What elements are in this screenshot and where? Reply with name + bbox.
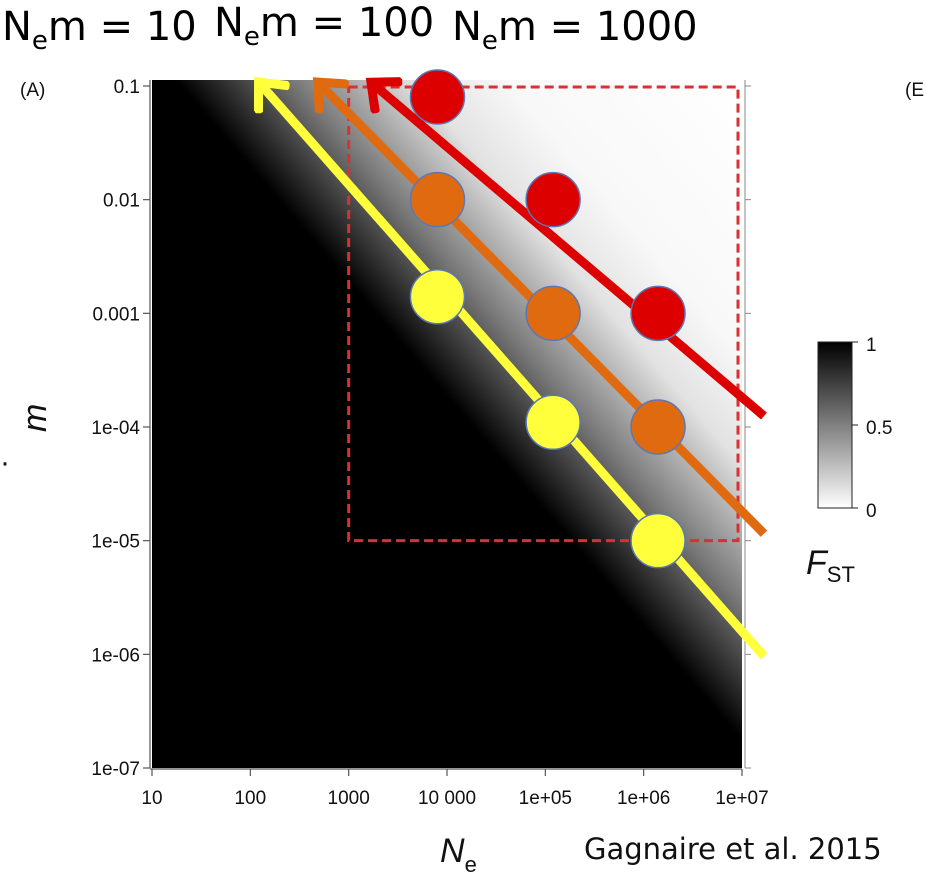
highlight-dashed-box <box>347 85 740 543</box>
y-tick-label: 0.1 <box>114 77 140 98</box>
nem-1000-series <box>373 84 767 420</box>
colorbar-tick-label: 0.5 <box>866 418 892 439</box>
colorbar-ticks: 10.50 <box>852 335 892 522</box>
nem-10-point <box>630 512 686 569</box>
y-axis-label: m <box>16 404 54 432</box>
x-tick-label: 1e+07 <box>715 788 768 809</box>
nem-1000-point <box>630 285 686 342</box>
header-nem-100: Nem = 100 <box>214 0 434 52</box>
y-tick-label: 0.01 <box>103 191 140 212</box>
nem-1000-point <box>525 171 581 228</box>
x-tick-label: 1e+06 <box>617 788 670 809</box>
panel-label-b: (E <box>905 80 924 101</box>
highlight-region <box>347 85 740 543</box>
y-tick-label: 0.001 <box>92 304 140 325</box>
nem-10-point <box>409 268 466 325</box>
panel-label: (A) <box>20 80 45 101</box>
x-tick-label: 1e+05 <box>519 788 572 809</box>
citation: Gagnaire et al. 2015 <box>584 832 882 866</box>
nem-10-series <box>260 84 768 660</box>
overlay-lines <box>260 69 768 660</box>
colorbar: 10.50 FST <box>806 335 892 587</box>
x-tick-label: 100 <box>234 788 266 809</box>
y-tick-label: 1e-06 <box>91 645 140 666</box>
x-tick-label: 10 000 <box>418 788 476 809</box>
nem-10-point <box>525 394 581 451</box>
colorbar-tick-label: 1 <box>866 335 877 356</box>
y-tick-label: 1e-04 <box>91 418 140 439</box>
nem-1000-point <box>409 69 466 125</box>
y-tick-label: 1e-07 <box>91 759 140 780</box>
nem-10-arrow <box>260 84 768 660</box>
x-tick-label: 1000 <box>328 788 370 809</box>
header-nem-1000: Nem = 1000 <box>452 4 698 56</box>
colorbar-scale <box>817 341 853 509</box>
header-nem-10: Nem = 10 <box>2 4 197 56</box>
nem-100-point <box>630 399 686 455</box>
colorbar-label: FST <box>806 544 855 587</box>
x-axis-label: Ne <box>440 832 477 877</box>
y-tick-label: 1e-05 <box>91 532 140 553</box>
colorbar-tick-label: 0 <box>866 501 877 522</box>
x-tick-label: 10 <box>141 788 162 809</box>
y-axis-label-fragment: · <box>0 446 10 479</box>
nem-100-point <box>409 171 466 228</box>
nem-100-point <box>525 285 581 342</box>
nem-1000-arrow <box>373 84 767 420</box>
